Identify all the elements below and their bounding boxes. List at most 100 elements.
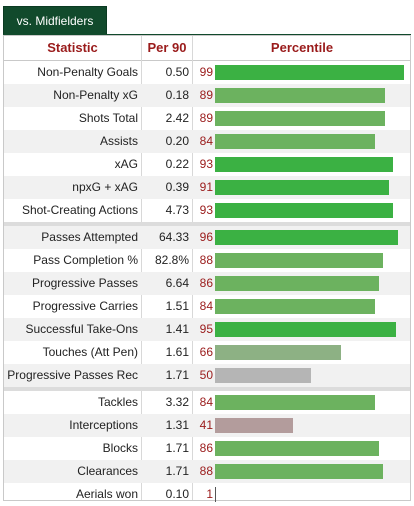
- per90-value: 1.31: [165, 418, 189, 432]
- percentile-bar: [215, 180, 389, 195]
- per90-value: 1.71: [165, 441, 189, 455]
- statistic-label: Blocks: [102, 441, 138, 455]
- percentile-value: 50: [199, 368, 213, 382]
- statistic-label: Aerials won: [75, 487, 138, 501]
- percentile-bar: [215, 322, 396, 337]
- percentile-bar: [215, 88, 385, 103]
- percentile-bar: [215, 345, 341, 360]
- percentile-value: 89: [199, 88, 213, 102]
- percentile-value: 86: [199, 276, 213, 290]
- table-row: Shot-Creating Actions 4.73 93: [4, 199, 410, 222]
- statistic-label: Assists: [99, 134, 138, 148]
- percentile-value: 88: [199, 464, 213, 478]
- percentile-bar: [215, 487, 216, 502]
- table-header: Statistic Per 90 Percentile: [4, 36, 410, 61]
- per90-value: 1.41: [165, 322, 189, 336]
- statistic-label: Tackles: [97, 395, 138, 409]
- percentile-bar: [215, 157, 393, 172]
- percentile-value: 88: [199, 253, 213, 267]
- statistic-label: Non-Penalty Goals: [37, 65, 138, 79]
- percentile-value: 96: [199, 230, 213, 244]
- statistic-label: Progressive Carries: [32, 299, 138, 313]
- percentile-value: 95: [199, 322, 213, 336]
- percentile-table: Statistic Per 90 Percentile Non-Penalty …: [3, 35, 411, 502]
- table-row: Non-Penalty xG 0.18 89: [4, 84, 410, 107]
- table-row: Progressive Carries 1.51 84: [4, 295, 410, 318]
- table-row: Successful Take-Ons 1.41 95: [4, 318, 410, 341]
- statistic-label: Successful Take-Ons: [25, 322, 139, 336]
- table-row: Aerials won 0.10 1: [4, 483, 410, 506]
- statistic-label: Touches (Att Pen): [42, 345, 138, 359]
- percentile-value: 84: [199, 134, 213, 148]
- column-divider: [141, 36, 142, 500]
- per90-value: 3.32: [165, 395, 189, 409]
- per90-value: 4.73: [165, 203, 189, 217]
- header-per90: Per 90: [147, 40, 187, 55]
- percentile-value: 93: [199, 203, 213, 217]
- table-row: Progressive Passes 6.64 86: [4, 272, 410, 295]
- statistic-label: Shots Total: [78, 111, 138, 125]
- percentile-bar: [215, 441, 379, 456]
- percentile-value: 66: [199, 345, 213, 359]
- percentile-bar: [215, 253, 383, 268]
- per90-value: 0.10: [165, 487, 189, 501]
- statistic-label: Pass Completion %: [33, 253, 138, 267]
- per90-value: 0.39: [165, 180, 189, 194]
- per90-value: 1.71: [165, 464, 189, 478]
- percentile-bar: [215, 65, 404, 80]
- percentile-value: 84: [199, 395, 213, 409]
- per90-value: 1.51: [165, 299, 189, 313]
- percentile-value: 93: [199, 157, 213, 171]
- statistic-label: xAG: [114, 157, 138, 171]
- percentile-bar: [215, 368, 311, 383]
- percentile-value: 99: [199, 65, 213, 79]
- group-separator: [4, 387, 410, 391]
- statistic-label: Progressive Passes: [31, 276, 138, 290]
- statistic-label: Non-Penalty xG: [53, 88, 138, 102]
- tab-bar: vs. Midfielders: [0, 0, 414, 35]
- percentile-value: 41: [199, 418, 213, 432]
- table-row: Clearances 1.71 88: [4, 460, 410, 483]
- percentile-bar: [215, 230, 398, 245]
- group-separator: [4, 222, 410, 226]
- percentile-bar: [215, 418, 293, 433]
- table-row: Tackles 3.32 84: [4, 391, 410, 414]
- table-row: Blocks 1.71 86: [4, 437, 410, 460]
- percentile-bar: [215, 299, 375, 314]
- tab-underline: [3, 34, 411, 35]
- column-divider: [192, 36, 193, 500]
- percentile-bar: [215, 203, 393, 218]
- table-row: xAG 0.22 93: [4, 153, 410, 176]
- per90-value: 1.61: [165, 345, 189, 359]
- statistic-label: Shot-Creating Actions: [21, 203, 138, 217]
- per90-value: 1.71: [165, 368, 189, 382]
- per90-value: 6.64: [165, 276, 189, 290]
- per90-value: 0.18: [165, 88, 189, 102]
- table-row: Pass Completion % 82.8% 88: [4, 249, 410, 272]
- per90-value: 0.20: [165, 134, 189, 148]
- table-row: Progressive Passes Rec 1.71 50: [4, 364, 410, 387]
- percentile-value: 1: [206, 487, 213, 501]
- per90-value: 64.33: [158, 230, 189, 244]
- percentile-value: 89: [199, 111, 213, 125]
- percentile-bar: [215, 276, 379, 291]
- table-row: Non-Penalty Goals 0.50 99: [4, 61, 410, 84]
- per90-value: 0.22: [165, 157, 189, 171]
- percentile-value: 86: [199, 441, 213, 455]
- table-row: Assists 0.20 84: [4, 130, 410, 153]
- table-row: Interceptions 1.31 41: [4, 414, 410, 437]
- percentile-bar: [215, 111, 385, 126]
- table-row: Shots Total 2.42 89: [4, 107, 410, 130]
- statistic-label: npxG + xAG: [72, 180, 138, 194]
- header-percentile: Percentile: [270, 40, 334, 55]
- statistic-label: Clearances: [77, 464, 138, 478]
- percentile-value: 91: [199, 180, 213, 194]
- tab-vs-midfielders[interactable]: vs. Midfielders: [3, 6, 107, 35]
- statistic-label: Interceptions: [69, 418, 138, 432]
- percentile-bar: [215, 395, 375, 410]
- table-row: npxG + xAG 0.39 91: [4, 176, 410, 199]
- statistic-label: Progressive Passes Rec: [7, 368, 138, 382]
- table-row: Passes Attempted 64.33 96: [4, 226, 410, 249]
- table-row: Touches (Att Pen) 1.61 66: [4, 341, 410, 364]
- per90-value: 0.50: [165, 65, 189, 79]
